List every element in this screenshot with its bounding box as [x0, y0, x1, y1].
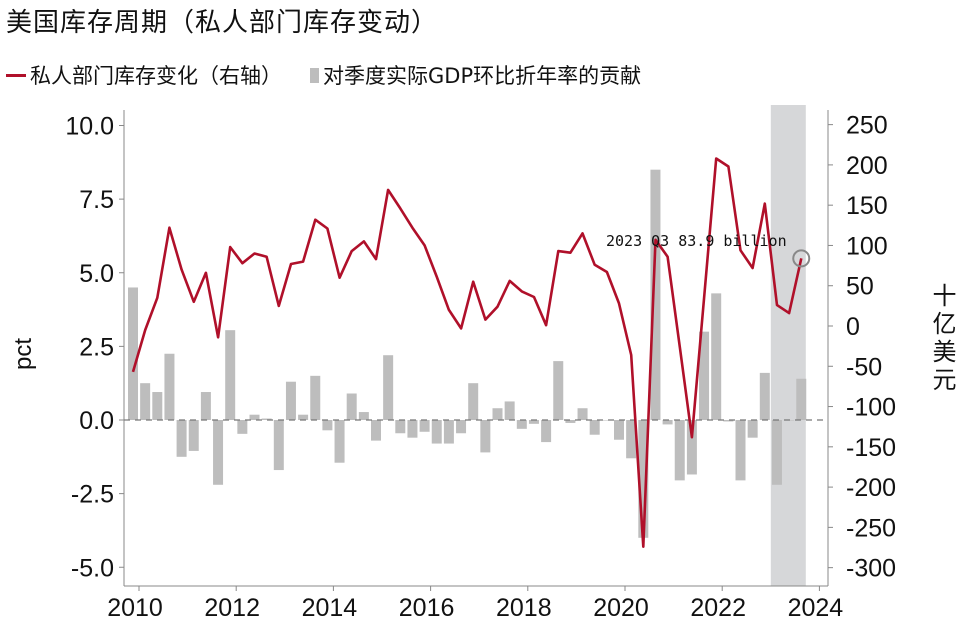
y-right-tick-label: 100 — [846, 232, 888, 260]
bar-gdp-contribution — [480, 420, 491, 453]
x-tick-label: 2024 — [788, 594, 844, 622]
bar-gdp-contribution — [468, 383, 479, 420]
bar-gdp-contribution — [711, 293, 722, 420]
y-right-tick-label: -100 — [846, 394, 896, 422]
bar-gdp-contribution — [310, 375, 321, 420]
bar-gdp-contribution — [322, 420, 333, 431]
bar-gdp-contribution — [686, 420, 697, 475]
bar-gdp-contribution — [419, 420, 430, 432]
bar-gdp-contribution — [528, 420, 539, 424]
x-tick-label: 2010 — [107, 594, 163, 622]
bar-gdp-contribution — [601, 420, 612, 421]
bar-gdp-contribution — [128, 287, 138, 420]
y-right-tick-label: 150 — [846, 192, 888, 220]
bar-gdp-contribution — [407, 420, 418, 438]
y-right-tick-label: -150 — [846, 434, 896, 462]
bar-gdp-contribution — [188, 420, 199, 451]
bar-gdp-contribution — [638, 420, 649, 538]
x-tick-label: 2022 — [690, 594, 746, 622]
bar-gdp-contribution — [747, 420, 758, 438]
bar-gdp-contribution — [674, 420, 685, 481]
bar-gdp-contribution — [140, 383, 151, 420]
bar-gdp-contribution — [553, 361, 564, 420]
y-right-tick-label: -50 — [846, 353, 882, 381]
x-tick-label: 2012 — [204, 594, 260, 622]
bar-gdp-contribution — [334, 420, 345, 463]
bar-gdp-contribution — [735, 420, 746, 481]
legend-bar-label: 对季度实际GDP环比折年率的贡献 — [323, 64, 642, 88]
y-left-tick-label: 7.5 — [79, 186, 114, 214]
y-left-tick-label: -5.0 — [71, 554, 114, 582]
bar-gdp-contribution — [213, 420, 224, 485]
bar-gdp-contribution — [152, 392, 163, 420]
bar-gdp-contribution — [176, 420, 187, 457]
bar-gdp-contribution — [346, 393, 357, 420]
shaded-period-2023 — [770, 105, 806, 586]
bar-gdp-contribution — [358, 412, 369, 420]
bar-gdp-contribution — [261, 418, 272, 420]
legend: 私人部门库存变化（右轴） 对季度实际GDP环比折年率的贡献 — [6, 60, 641, 90]
bar-gdp-contribution — [237, 420, 248, 434]
bar-gdp-contribution — [249, 414, 260, 420]
bar-gdp-contribution — [371, 420, 381, 441]
bar-gdp-contribution — [383, 355, 394, 420]
legend-line-label: 私人部门库存变化（右轴） — [30, 64, 282, 88]
x-tick-label: 2016 — [399, 594, 455, 622]
y-axis-right-label: 十亿美元 — [928, 283, 956, 395]
y-right-tick-label: 250 — [846, 112, 888, 140]
bar-gdp-contribution — [395, 420, 406, 434]
bar-gdp-contribution — [456, 420, 467, 434]
bar-gdp-contribution — [431, 420, 442, 444]
bar-gdp-contribution — [614, 420, 624, 440]
bar-gdp-contribution — [298, 414, 309, 420]
bar-gdp-contribution — [285, 381, 296, 420]
bar-gdp-contribution — [504, 401, 515, 420]
bar-gdp-contribution — [662, 420, 673, 425]
x-tick-label: 2014 — [302, 594, 358, 622]
legend-line-swatch — [6, 73, 26, 77]
bar-gdp-contribution — [723, 420, 734, 422]
bar-gdp-contribution — [565, 420, 576, 423]
x-tick-label: 2018 — [496, 594, 552, 622]
bar-gdp-contribution — [164, 353, 175, 420]
bar-gdp-contribution — [626, 420, 637, 459]
bar-gdp-contribution — [771, 420, 782, 485]
bar-gdp-contribution — [200, 392, 211, 420]
annotation-marker-circle — [792, 249, 811, 268]
y-left-tick-label: 2.5 — [79, 333, 114, 361]
bar-gdp-contribution — [541, 420, 552, 443]
annotation-label: 2023 Q3 83.9 billion — [606, 232, 787, 250]
y-right-tick-label: -300 — [846, 555, 896, 583]
bar-gdp-contribution — [443, 420, 454, 444]
y-right-tick-label: -250 — [846, 514, 896, 542]
y-right-tick-label: 0 — [846, 313, 860, 341]
chart-title: 美国库存周期（私人部门库存变动） — [6, 8, 439, 38]
bar-gdp-contribution — [759, 372, 770, 420]
y-left-tick-label: 10.0 — [65, 113, 114, 141]
bar-gdp-contribution — [650, 169, 661, 420]
y-left-tick-label: 0.0 — [79, 407, 114, 435]
y-right-tick-label: 200 — [846, 152, 888, 180]
bar-gdp-contribution — [225, 330, 236, 420]
bar-gdp-contribution — [796, 378, 807, 420]
bar-gdp-contribution — [589, 420, 600, 435]
legend-bar-swatch — [310, 67, 319, 83]
bar-gdp-contribution — [699, 331, 710, 420]
bar-gdp-contribution — [492, 408, 503, 420]
y-right-tick-label: -200 — [846, 474, 896, 502]
y-left-tick-label: -2.5 — [71, 481, 114, 509]
y-right-tick-label: 50 — [846, 273, 874, 301]
bar-gdp-contribution — [577, 408, 588, 420]
y-left-tick-label: 5.0 — [79, 260, 114, 288]
line-inventory-change — [131, 157, 803, 549]
x-tick-label: 2020 — [593, 594, 649, 622]
bar-gdp-contribution — [273, 420, 284, 471]
bar-gdp-contribution — [516, 420, 527, 429]
